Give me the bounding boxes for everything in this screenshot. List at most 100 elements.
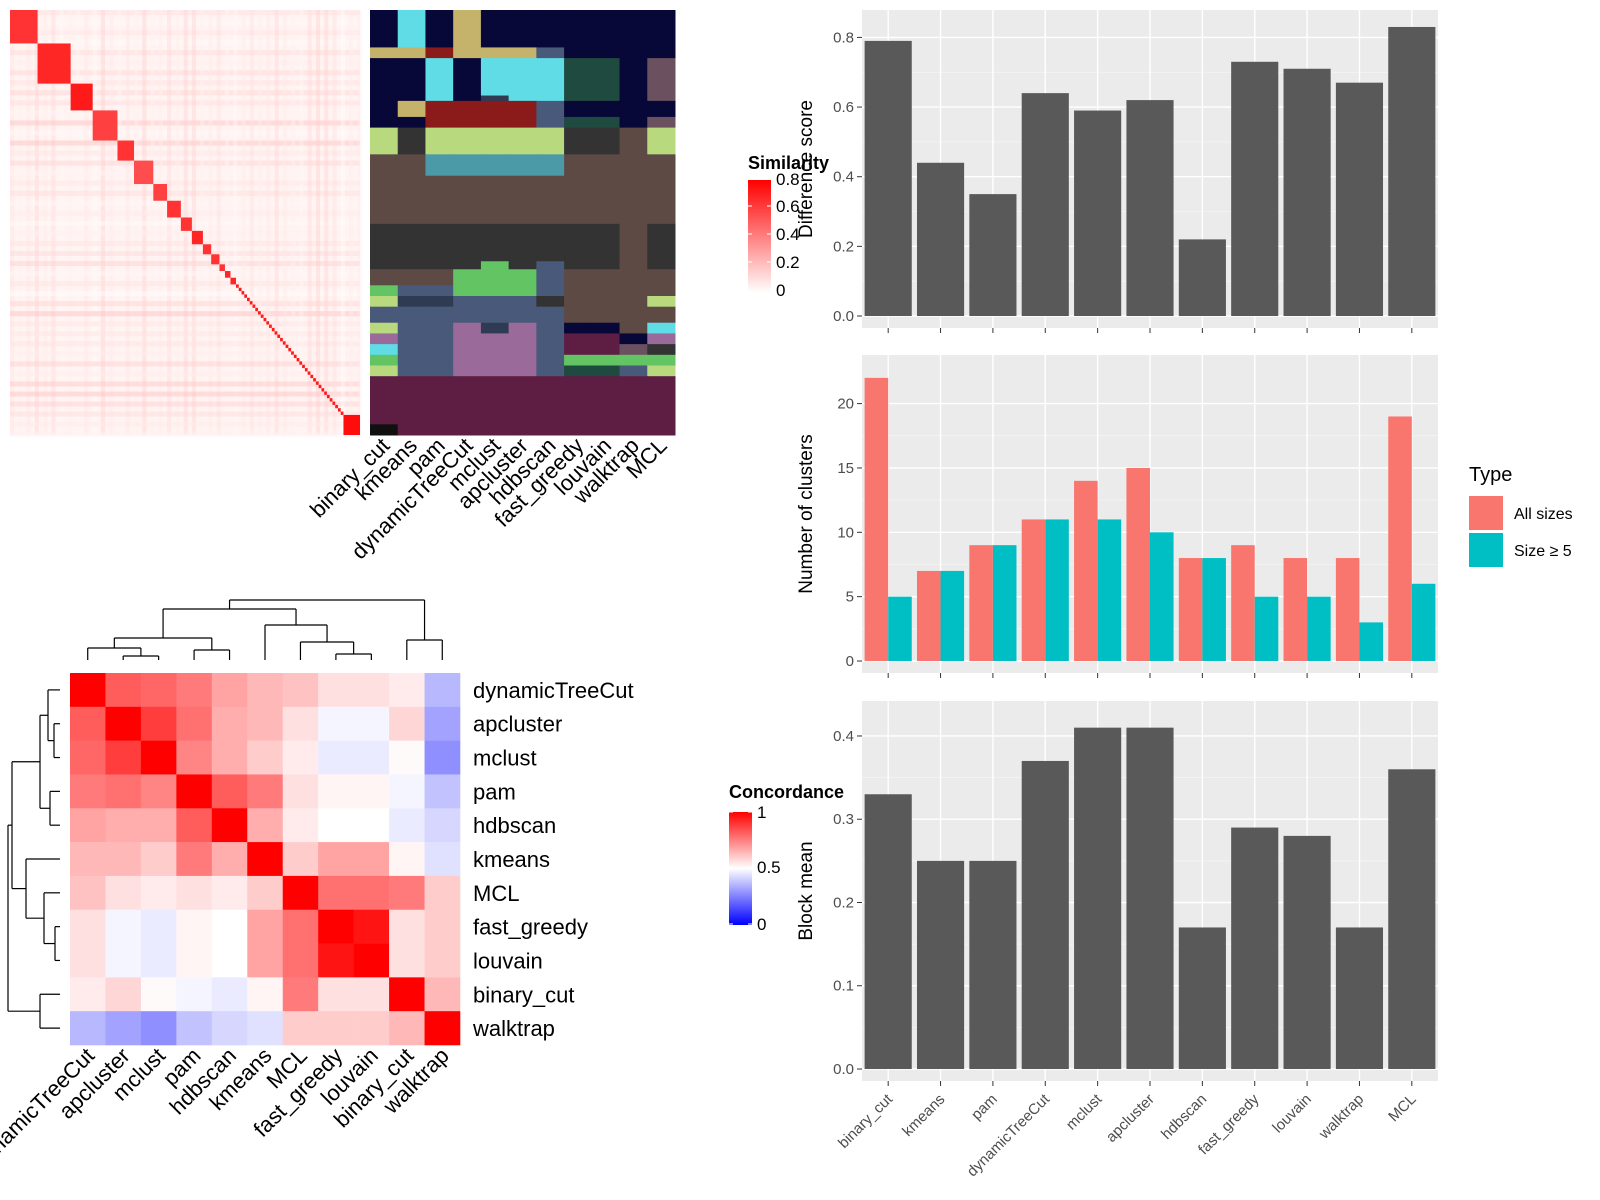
class-label-cell [591,376,621,425]
class-label-cell [647,333,676,345]
concordance-cell [318,943,354,978]
class-label-cell [397,344,426,356]
concordance-legend-label: 1 [757,803,766,822]
class-label-cell [536,365,565,377]
x-tick-label: kmeans [899,1091,948,1140]
similarity-noise-row [10,371,360,377]
class-label-cell [425,322,454,334]
similarity-block [70,83,93,111]
concordance-column-labels: dynamicTreeCutapclustermclustpamhdbscank… [0,1043,454,1174]
similarity-noise-col [208,10,213,435]
class-label-cell [508,322,537,334]
class-label-cell [508,223,537,262]
class-label-cell [370,365,399,377]
concordance-cell [318,740,354,775]
class-label-cell [425,376,454,425]
bar-size5 [1307,596,1331,661]
similarity-noise-col [249,10,254,435]
class-label-cell [619,365,648,377]
similarity-block [10,10,38,44]
class-label-cell [480,354,510,367]
concordance-cell [424,706,461,741]
concordance-row-label: dynamicTreeCut [473,678,634,703]
concordance-row-label: MCL [473,881,519,906]
class-label-cell [591,296,621,308]
concordance-cell [353,875,390,911]
similarity-block [310,374,314,379]
concordance-cell [70,673,106,708]
concordance-cell [424,909,461,944]
class-label-cell [536,296,565,308]
class-label-cell [619,344,648,356]
bar [1388,26,1436,316]
concordance-cell [247,909,284,944]
concordance-cell [70,706,106,741]
class-label-cell [536,322,565,334]
class-label-cell [508,175,537,225]
similarity-block [224,271,231,278]
class-label-cell [591,127,621,155]
class-label-cell [647,322,676,334]
bar [1178,239,1226,316]
class-label-cell [619,127,648,155]
y-tick-label: 5 [846,589,854,606]
similarity-noise-row [10,401,360,407]
concordance-cell [105,875,142,911]
similarity-heatmap [10,10,362,437]
class-label-cell [591,285,621,297]
similarity-noise-row [10,60,360,66]
concordance-cell [70,1011,106,1046]
class-label-cell [397,354,426,367]
similarity-block [238,287,242,292]
concordance-cell [176,1011,213,1046]
class-label-cell [480,261,510,270]
class-label-cell [425,365,454,377]
bar-size5 [1411,583,1436,661]
concordance-cell [140,943,177,978]
concordance-cell [353,977,390,1012]
class-label-cell [591,344,621,356]
class-label-cell [370,376,399,425]
legend-label-all-sizes: All sizes [1514,506,1573,523]
class-label-cell [508,285,537,297]
class-label-cell [564,58,593,97]
class-label-cell [370,285,399,297]
x-tick-label: mclust [1063,1090,1106,1133]
class-label-cell [370,95,399,102]
concordance-cell [176,706,213,741]
class-label-cell [591,322,621,334]
similarity-noise-row [10,281,360,287]
class-label-cell [508,58,537,97]
class-label-cell [536,175,565,225]
legend-label-size5: Size ≥ 5 [1514,543,1572,560]
class-label-cell [619,296,648,308]
class-label-cell [397,285,426,297]
bar [1074,110,1122,317]
similarity-block [134,160,154,185]
concordance-cell [389,808,425,843]
similarity-noise-col [291,10,296,435]
concordance-row-label: louvain [473,948,543,973]
bar [864,794,912,1069]
class-label-cell [508,116,537,129]
concordance-cell [353,909,390,944]
similarity-noise-col [315,10,321,435]
similarity-block [299,361,303,365]
class-label-cell [564,127,593,155]
concordance-cell [424,774,461,809]
x-tick-label: binary_cut [835,1090,897,1152]
similarity-block [337,408,341,412]
similarity-legend-bar [748,180,771,293]
class-label-cell [647,154,676,177]
concordance-cell [247,943,284,978]
concordance-cell [176,673,213,708]
class-label-cell [397,58,426,97]
class-label-cell [536,285,565,297]
concordance-row-label: walktrap [472,1016,555,1041]
similarity-block [326,394,330,399]
concordance-cell [105,774,142,809]
concordance-row-label: fast_greedy [473,915,588,940]
concordance-row-label: hdbscan [473,813,556,838]
class-label-cell [647,127,676,155]
y-axis-label: Number of clusters [796,434,817,593]
